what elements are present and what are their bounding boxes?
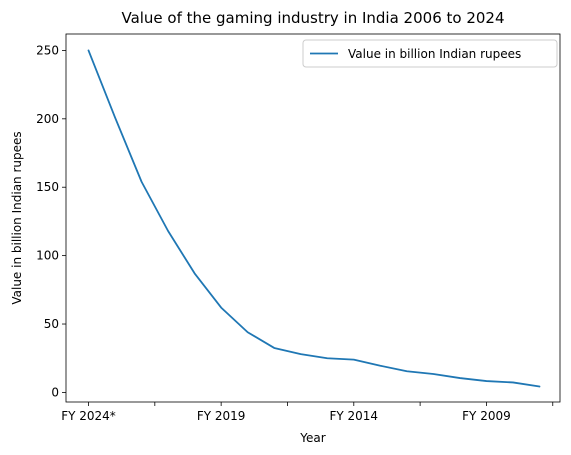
- series-layer: [87, 49, 541, 388]
- y-tick-label: 250: [36, 43, 59, 57]
- y-tick-label: 50: [44, 317, 59, 331]
- x-tick-label: FY 2019: [197, 409, 246, 423]
- x-tick-label: FY 2014: [329, 409, 378, 423]
- y-tick-label: 150: [36, 180, 59, 194]
- plot-frame: [65, 33, 561, 403]
- legend: Value in billion Indian rupees: [302, 39, 558, 68]
- y-tick-label: 0: [51, 385, 59, 399]
- x-tick-label: FY 2024*: [61, 409, 116, 423]
- y-tick-label: 200: [36, 112, 59, 126]
- x-axis-ticks: FY 2024* FY 2019 FY 2014 FY 2009: [61, 402, 554, 423]
- y-axis-ticks: 0 50 100 150 200 250: [36, 43, 66, 399]
- y-axis-label: Value in billion Indian rupees: [10, 131, 24, 304]
- x-axis-label: Year: [299, 431, 325, 445]
- series-line: [87, 49, 541, 388]
- legend-box: [302, 39, 558, 68]
- y-tick-label: 100: [36, 249, 59, 263]
- x-tick-label: FY 2009: [462, 409, 511, 423]
- legend-label: Value in billion Indian rupees: [348, 47, 521, 61]
- chart-title: Value of the gaming industry in India 20…: [121, 9, 504, 27]
